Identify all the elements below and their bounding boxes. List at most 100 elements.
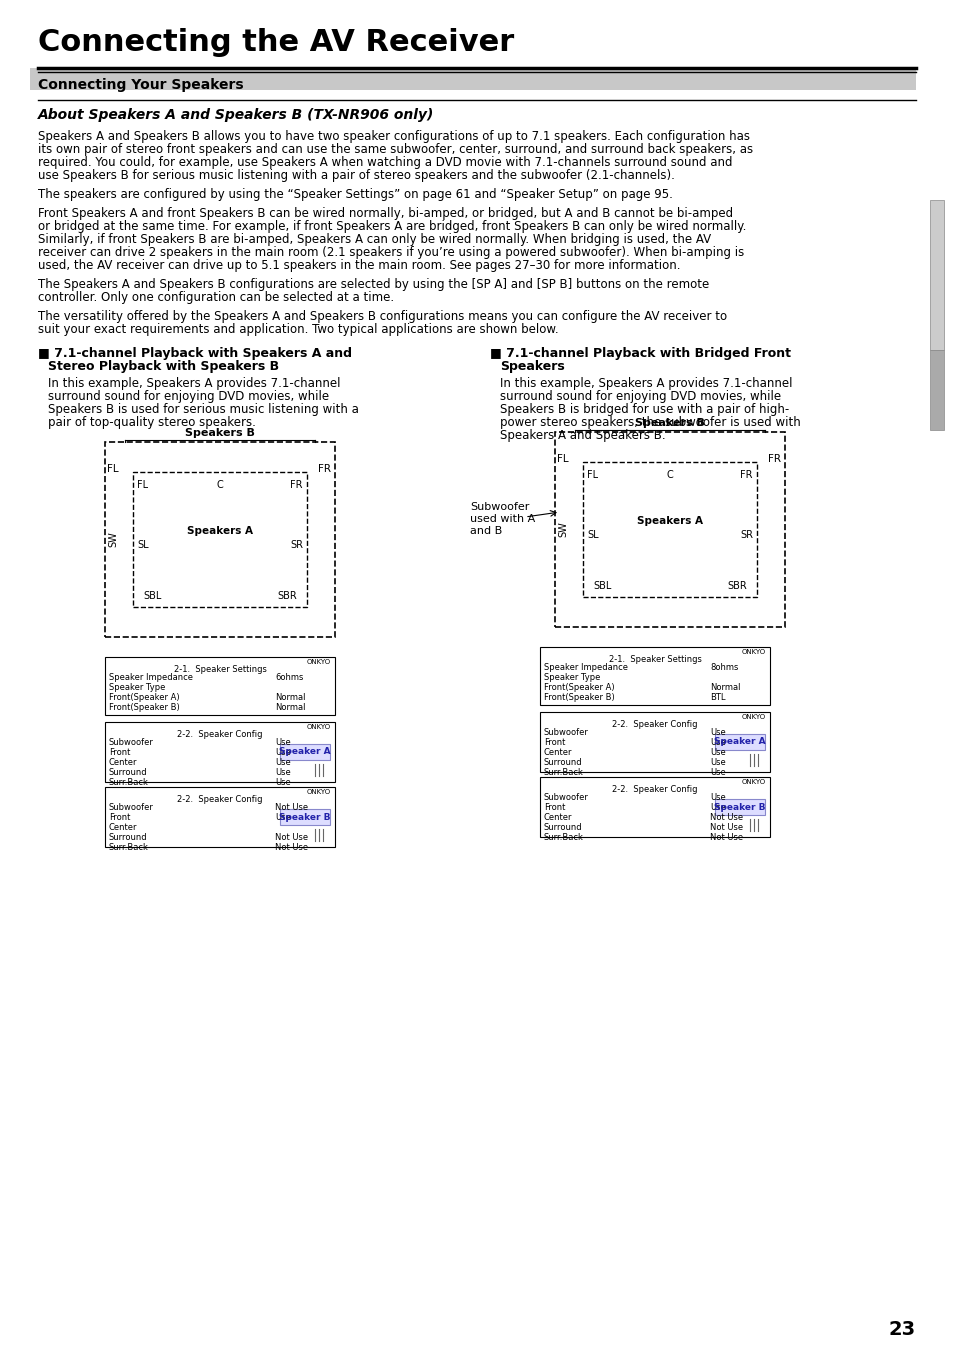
Text: SR: SR bbox=[740, 530, 752, 539]
Text: SL: SL bbox=[586, 530, 598, 539]
Text: FL: FL bbox=[137, 480, 148, 491]
Text: Use: Use bbox=[274, 748, 291, 758]
Text: use Speakers B for serious music listening with a pair of stereo speakers and th: use Speakers B for serious music listeni… bbox=[38, 168, 674, 182]
Bar bbox=[539, 647, 769, 705]
Text: ONKYO: ONKYO bbox=[741, 714, 765, 720]
Text: Front(Speaker B): Front(Speaker B) bbox=[543, 693, 614, 702]
Text: Surr.Back: Surr.Back bbox=[109, 778, 149, 787]
Text: Speaker B: Speaker B bbox=[279, 813, 331, 821]
Text: SBR: SBR bbox=[726, 581, 746, 590]
Text: Speaker A: Speaker A bbox=[714, 737, 765, 747]
Text: Speakers A and Speakers B.: Speakers A and Speakers B. bbox=[499, 429, 665, 442]
Text: Speakers B: Speakers B bbox=[635, 418, 704, 429]
Text: ONKYO: ONKYO bbox=[741, 779, 765, 785]
Bar bbox=[280, 809, 330, 825]
Text: 23: 23 bbox=[888, 1320, 915, 1339]
Bar bbox=[105, 656, 335, 714]
Text: Use: Use bbox=[274, 768, 291, 776]
Text: 2-2.  Speaker Config: 2-2. Speaker Config bbox=[177, 731, 262, 739]
Text: required. You could, for example, use Speakers A when watching a DVD movie with : required. You could, for example, use Sp… bbox=[38, 156, 732, 168]
Text: Normal: Normal bbox=[274, 704, 305, 712]
Text: suit your exact requirements and application. Two typical applications are shown: suit your exact requirements and applica… bbox=[38, 324, 558, 336]
Text: Use: Use bbox=[274, 737, 291, 747]
Text: Use: Use bbox=[274, 778, 291, 787]
Text: Front: Front bbox=[543, 737, 565, 747]
Text: Not Use: Not Use bbox=[274, 833, 308, 842]
Text: 2-2.  Speaker Config: 2-2. Speaker Config bbox=[177, 795, 262, 803]
Text: Subwoofer: Subwoofer bbox=[470, 501, 529, 512]
Text: Subwoofer: Subwoofer bbox=[109, 737, 153, 747]
Text: Subwoofer: Subwoofer bbox=[543, 793, 588, 802]
Text: SBL: SBL bbox=[143, 590, 161, 601]
Text: In this example, Speakers A provides 7.1-channel: In this example, Speakers A provides 7.1… bbox=[499, 377, 792, 390]
Text: Speaker B: Speaker B bbox=[714, 802, 765, 811]
Text: and B: and B bbox=[470, 526, 501, 537]
Text: Front(Speaker B): Front(Speaker B) bbox=[109, 704, 179, 712]
Text: FR: FR bbox=[767, 454, 781, 464]
Text: Front Speakers A and front Speakers B can be wired normally, bi-amped, or bridge: Front Speakers A and front Speakers B ca… bbox=[38, 208, 732, 220]
Text: Connecting the AV Receiver: Connecting the AV Receiver bbox=[38, 28, 514, 57]
Bar bbox=[714, 799, 764, 816]
Text: or bridged at the same time. For example, if front Speakers A are bridged, front: or bridged at the same time. For example… bbox=[38, 220, 745, 233]
Text: used, the AV receiver can drive up to 5.1 speakers in the main room. See pages 2: used, the AV receiver can drive up to 5.… bbox=[38, 259, 679, 272]
Text: Surround: Surround bbox=[109, 768, 148, 776]
Text: power stereo speakers, the subwoofer is used with: power stereo speakers, the subwoofer is … bbox=[499, 417, 800, 429]
Text: Speakers: Speakers bbox=[499, 360, 564, 373]
Text: Front: Front bbox=[109, 813, 131, 822]
Text: 2-1.  Speaker Settings: 2-1. Speaker Settings bbox=[173, 665, 266, 674]
Text: 8ohms: 8ohms bbox=[709, 663, 738, 673]
Text: About Speakers A and Speakers B (TX-NR906 only): About Speakers A and Speakers B (TX-NR90… bbox=[38, 108, 434, 123]
Text: Surr.Back: Surr.Back bbox=[109, 842, 149, 852]
Text: Normal: Normal bbox=[709, 683, 740, 692]
Bar bbox=[105, 723, 335, 782]
Text: BTL: BTL bbox=[709, 693, 724, 702]
Text: Speaker A: Speaker A bbox=[279, 748, 331, 756]
Text: FL: FL bbox=[107, 464, 118, 474]
Text: surround sound for enjoying DVD movies, while: surround sound for enjoying DVD movies, … bbox=[499, 390, 781, 403]
Text: Speaker Impedance: Speaker Impedance bbox=[109, 673, 193, 682]
Text: Use: Use bbox=[274, 813, 291, 822]
Text: Surround: Surround bbox=[543, 758, 582, 767]
Text: Speakers A: Speakers A bbox=[637, 516, 702, 527]
Text: SR: SR bbox=[290, 539, 303, 550]
Text: Use: Use bbox=[709, 728, 725, 737]
Text: The speakers are configured by using the “Speaker Settings” on page 61 and “Spea: The speakers are configured by using the… bbox=[38, 187, 672, 201]
Text: FR: FR bbox=[740, 470, 752, 480]
Text: Center: Center bbox=[109, 824, 137, 832]
Text: Subwoofer: Subwoofer bbox=[543, 728, 588, 737]
Text: used with A: used with A bbox=[470, 514, 535, 524]
Text: Not Use: Not Use bbox=[274, 803, 308, 811]
Text: C: C bbox=[216, 480, 223, 491]
Bar bbox=[539, 712, 769, 772]
Text: Speaker Impedance: Speaker Impedance bbox=[543, 663, 627, 673]
Text: Use: Use bbox=[709, 768, 725, 776]
Text: SW: SW bbox=[558, 522, 567, 538]
Text: Front: Front bbox=[109, 748, 131, 758]
Text: Surround: Surround bbox=[543, 824, 582, 832]
Text: Front(Speaker A): Front(Speaker A) bbox=[109, 693, 179, 702]
Text: its own pair of stereo front speakers and can use the same subwoofer, center, su: its own pair of stereo front speakers an… bbox=[38, 143, 752, 156]
Text: ONKYO: ONKYO bbox=[307, 659, 331, 665]
Text: ONKYO: ONKYO bbox=[741, 648, 765, 655]
Text: SBR: SBR bbox=[277, 590, 296, 601]
Text: 2-2.  Speaker Config: 2-2. Speaker Config bbox=[612, 720, 697, 729]
Bar bbox=[105, 787, 335, 847]
Text: Center: Center bbox=[543, 748, 572, 758]
Text: controller. Only one configuration can be selected at a time.: controller. Only one configuration can b… bbox=[38, 291, 394, 305]
Text: ONKYO: ONKYO bbox=[307, 789, 331, 795]
Text: Not Use: Not Use bbox=[709, 813, 742, 822]
Text: Not Use: Not Use bbox=[709, 824, 742, 832]
Text: SL: SL bbox=[137, 539, 149, 550]
Text: Front(Speaker A): Front(Speaker A) bbox=[543, 683, 614, 692]
Text: receiver can drive 2 speakers in the main room (2.1 speakers if you’re using a p: receiver can drive 2 speakers in the mai… bbox=[38, 245, 743, 259]
Text: Speakers B is bridged for use with a pair of high-: Speakers B is bridged for use with a pai… bbox=[499, 403, 788, 417]
Text: Center: Center bbox=[543, 813, 572, 822]
Text: The versatility offered by the Speakers A and Speakers B configurations means yo: The versatility offered by the Speakers … bbox=[38, 310, 726, 324]
Text: Center: Center bbox=[109, 758, 137, 767]
Bar bbox=[929, 200, 943, 350]
Bar bbox=[582, 462, 757, 597]
Text: FL: FL bbox=[557, 454, 568, 464]
Text: FL: FL bbox=[586, 470, 598, 480]
Text: Use: Use bbox=[709, 758, 725, 767]
Bar bbox=[555, 431, 784, 627]
